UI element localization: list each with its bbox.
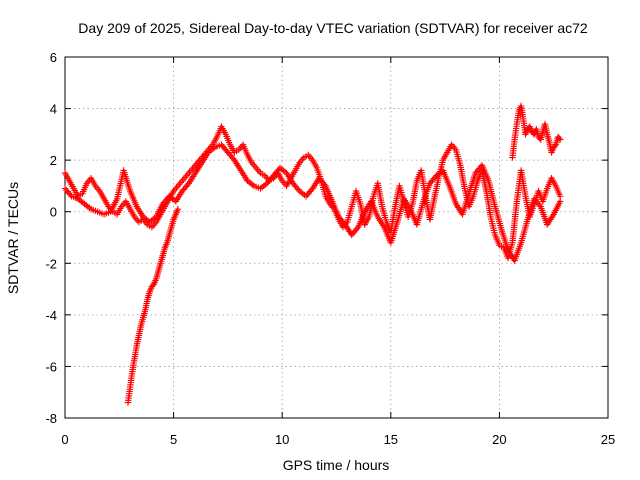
y-tick-label: -8 [45, 411, 57, 426]
x-tick-label: 20 [492, 432, 506, 447]
y-tick-label: 4 [50, 102, 57, 117]
grid [65, 57, 608, 418]
series [61, 141, 564, 264]
data-point [431, 173, 439, 181]
data-point [536, 201, 543, 209]
data-point [557, 198, 564, 205]
series [61, 123, 564, 262]
data-point [174, 205, 182, 213]
data-point [67, 191, 74, 198]
data-point [321, 181, 328, 188]
x-tick-label: 5 [170, 432, 177, 447]
data-point [551, 142, 558, 150]
series [509, 102, 564, 161]
data-point [340, 219, 348, 227]
data-point [229, 155, 237, 162]
y-tick-label: 0 [50, 205, 57, 220]
x-tick-label: 15 [384, 432, 398, 447]
plot-frame [64, 56, 609, 419]
x-tick-label: 0 [61, 432, 68, 447]
x-axis-label: GPS time / hours [283, 457, 390, 473]
data-marks [61, 102, 564, 406]
y-tick-label: -4 [45, 308, 57, 323]
y-tick-label: -2 [45, 256, 57, 271]
series [124, 205, 182, 406]
x-tick-label: 25 [601, 432, 615, 447]
data-point [308, 186, 315, 194]
y-axis-label: SDTVAR / TECUs [5, 182, 21, 294]
y-tick-label: 6 [50, 50, 57, 65]
y-tick-labels: -8 -6 -4 -2 0 2 4 6 [45, 50, 57, 426]
chart-title: Day 209 of 2025, Sidereal Day-to-day VTE… [78, 20, 588, 36]
x-tick-labels: 0 5 10 15 20 25 [61, 432, 615, 447]
data-point [184, 181, 191, 189]
y-tick-label: 2 [50, 153, 57, 168]
data-point [557, 136, 564, 143]
data-point [555, 135, 563, 142]
data-point [295, 186, 302, 193]
axis-ticks [64, 56, 609, 419]
x-tick-label: 10 [275, 432, 289, 447]
data-point [353, 225, 361, 232]
y-tick-label: -6 [45, 359, 57, 374]
